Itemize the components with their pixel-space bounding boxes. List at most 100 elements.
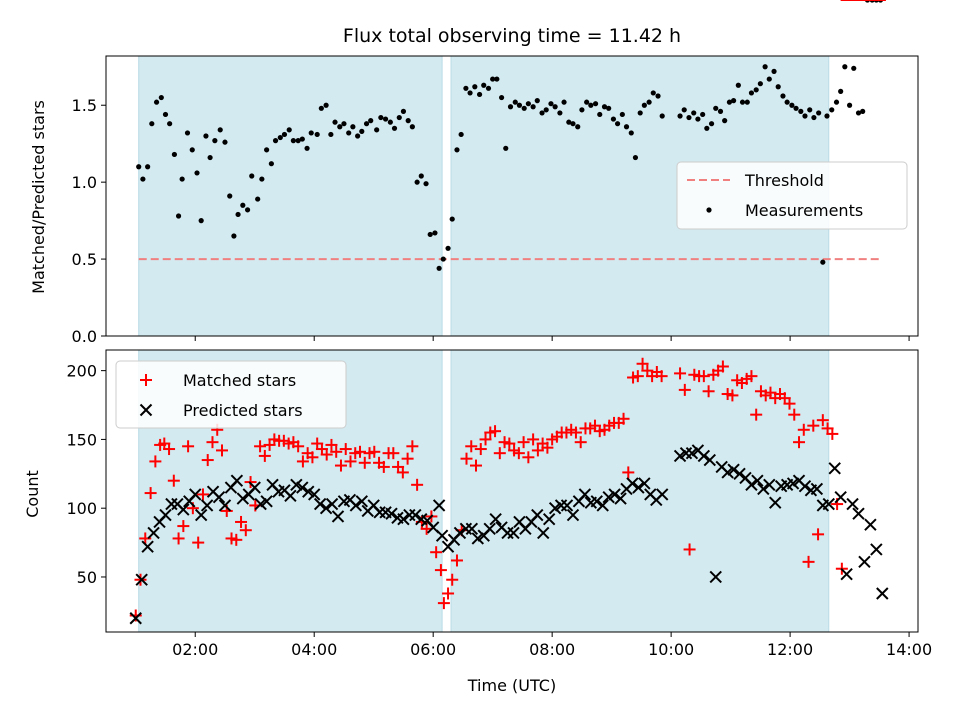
predicted-stars-point [409, 508, 422, 522]
measurement-point [458, 131, 464, 138]
predicted-stars-point [632, 481, 645, 494]
measurement-point [382, 116, 389, 122]
predicted-stars-point [435, 529, 449, 542]
matched-stars-point [489, 425, 502, 438]
x-tick-label: 08:00 [529, 640, 575, 659]
legend-matched-label: Matched stars [183, 371, 296, 390]
measurement-point [217, 127, 223, 133]
measurement-point [207, 154, 213, 161]
matched-stars-point [797, 423, 810, 436]
measurement-point [597, 111, 603, 118]
bottom-legend: Matched stars Predicted stars [115, 360, 347, 429]
matched-stars-point [358, 456, 371, 469]
predicted-stars-point [385, 507, 398, 520]
measurement-point [240, 202, 246, 208]
matched-stars-point [683, 543, 696, 556]
measurement-point [268, 161, 274, 167]
matched-stars-point [411, 478, 424, 491]
matched-stars-point [783, 397, 796, 410]
predicted-stars-point [626, 477, 639, 490]
bottom-y-axis-label: Count [23, 470, 42, 518]
x-tick-label: 10:00 [648, 640, 694, 659]
measurement-point [775, 84, 781, 90]
matched-stars-point [196, 488, 209, 501]
measurement-point [286, 127, 292, 133]
matched-stars-point [450, 554, 463, 567]
legend-measurements-swatch [706, 207, 712, 213]
predicted-stars-point [828, 462, 841, 475]
measurement-point [623, 124, 630, 130]
matched-stars-point [387, 447, 400, 460]
measurement-point [222, 139, 228, 145]
predicted-stars-point [194, 508, 208, 522]
predicted-stars-point [489, 512, 502, 526]
bottom-axes-frame [105, 349, 919, 633]
measurement-point [730, 98, 737, 104]
predicted-stars-point [397, 512, 410, 526]
measurement-point [521, 105, 527, 111]
predicted-stars-point [822, 497, 835, 511]
measurement-point [153, 99, 160, 105]
matched-stars-point [377, 460, 390, 473]
matched-stars-point [192, 536, 205, 549]
predicted-stars-point [703, 453, 717, 467]
measurement-point [650, 90, 656, 96]
matched-stars-point [517, 436, 530, 449]
bottom-legend-box [115, 360, 347, 429]
predicted-stars-point [590, 495, 603, 508]
measurement-point [503, 145, 509, 151]
matched-stars-point [172, 532, 185, 545]
measurement-point [802, 113, 808, 119]
top-y-tick-label: 0.5 [72, 250, 97, 269]
measurement-point [387, 119, 393, 125]
matched-stars-point [674, 367, 687, 380]
measurement-point [744, 99, 750, 105]
matched-stars-point [574, 436, 587, 449]
predicted-stars-point [727, 463, 740, 476]
measurement-point [641, 102, 647, 108]
matched-stars-point [726, 389, 739, 402]
measurement-point [780, 93, 786, 99]
measurement-point [355, 133, 361, 139]
measurement-point [855, 110, 862, 116]
measurement-point [632, 154, 639, 161]
matched-stars-point [258, 449, 271, 462]
measurement-point [281, 131, 288, 138]
measurement-point [332, 119, 338, 125]
predicted-stars-point [260, 495, 273, 508]
matched-stars-point [716, 360, 729, 373]
measurement-point [793, 105, 799, 111]
measurement-point [610, 116, 617, 122]
matched-stars-point [512, 447, 525, 460]
predicted-stars-point [319, 501, 333, 515]
predicted-stars-point [834, 490, 847, 504]
matched-stars-point [167, 474, 180, 487]
predicted-stars-point [858, 555, 871, 569]
predicted-stars-point [578, 488, 592, 501]
chart-title: Flux total observing time = 11.42 h [343, 25, 681, 47]
predicted-stars-point [284, 489, 297, 503]
measurement-point [476, 91, 483, 98]
measurement-point [820, 259, 826, 265]
measurement-point [566, 119, 572, 125]
measurement-point [824, 113, 830, 119]
matched-stars-point [807, 419, 820, 432]
measurement-point [318, 105, 324, 111]
measurement-point [762, 64, 768, 70]
measurement-point [136, 164, 142, 170]
bottom-y-tick-label: 200 [66, 362, 97, 381]
measurement-point [304, 145, 310, 151]
matched-stars-point [401, 452, 414, 465]
measurement-point [184, 130, 191, 136]
predicted-stars-point [189, 488, 202, 501]
measurement-point [171, 151, 178, 158]
measurement-point [175, 213, 182, 219]
predicted-stars-point [751, 474, 764, 487]
predicted-stars-point [483, 522, 496, 536]
measurement-point [374, 127, 380, 133]
measurement-point [368, 118, 374, 124]
predicted-stars-point [709, 570, 722, 584]
measurement-point [189, 147, 195, 153]
predicted-stars-point [614, 492, 627, 505]
measurement-point [244, 207, 251, 213]
